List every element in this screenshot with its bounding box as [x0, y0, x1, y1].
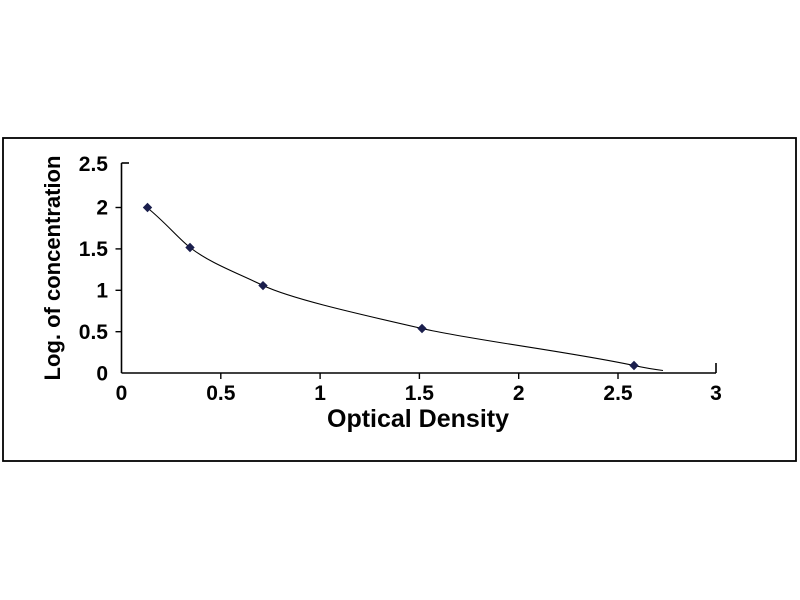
svg-text:2.5: 2.5 [603, 382, 633, 405]
svg-text:2: 2 [513, 382, 525, 405]
svg-text:2: 2 [96, 197, 108, 220]
svg-text:2.5: 2.5 [79, 153, 109, 176]
svg-text:0: 0 [116, 382, 128, 405]
svg-text:1: 1 [314, 382, 326, 405]
svg-text:Log. of concentration: Log. of concentration [40, 156, 65, 381]
svg-text:0.5: 0.5 [206, 382, 236, 405]
svg-text:1: 1 [96, 280, 108, 303]
svg-text:0.5: 0.5 [79, 321, 109, 344]
svg-text:3: 3 [710, 382, 722, 405]
svg-text:1.5: 1.5 [405, 382, 435, 405]
svg-text:1.5: 1.5 [79, 238, 109, 261]
svg-text:Optical Density: Optical Density [327, 405, 509, 433]
svg-text:0: 0 [96, 363, 108, 386]
